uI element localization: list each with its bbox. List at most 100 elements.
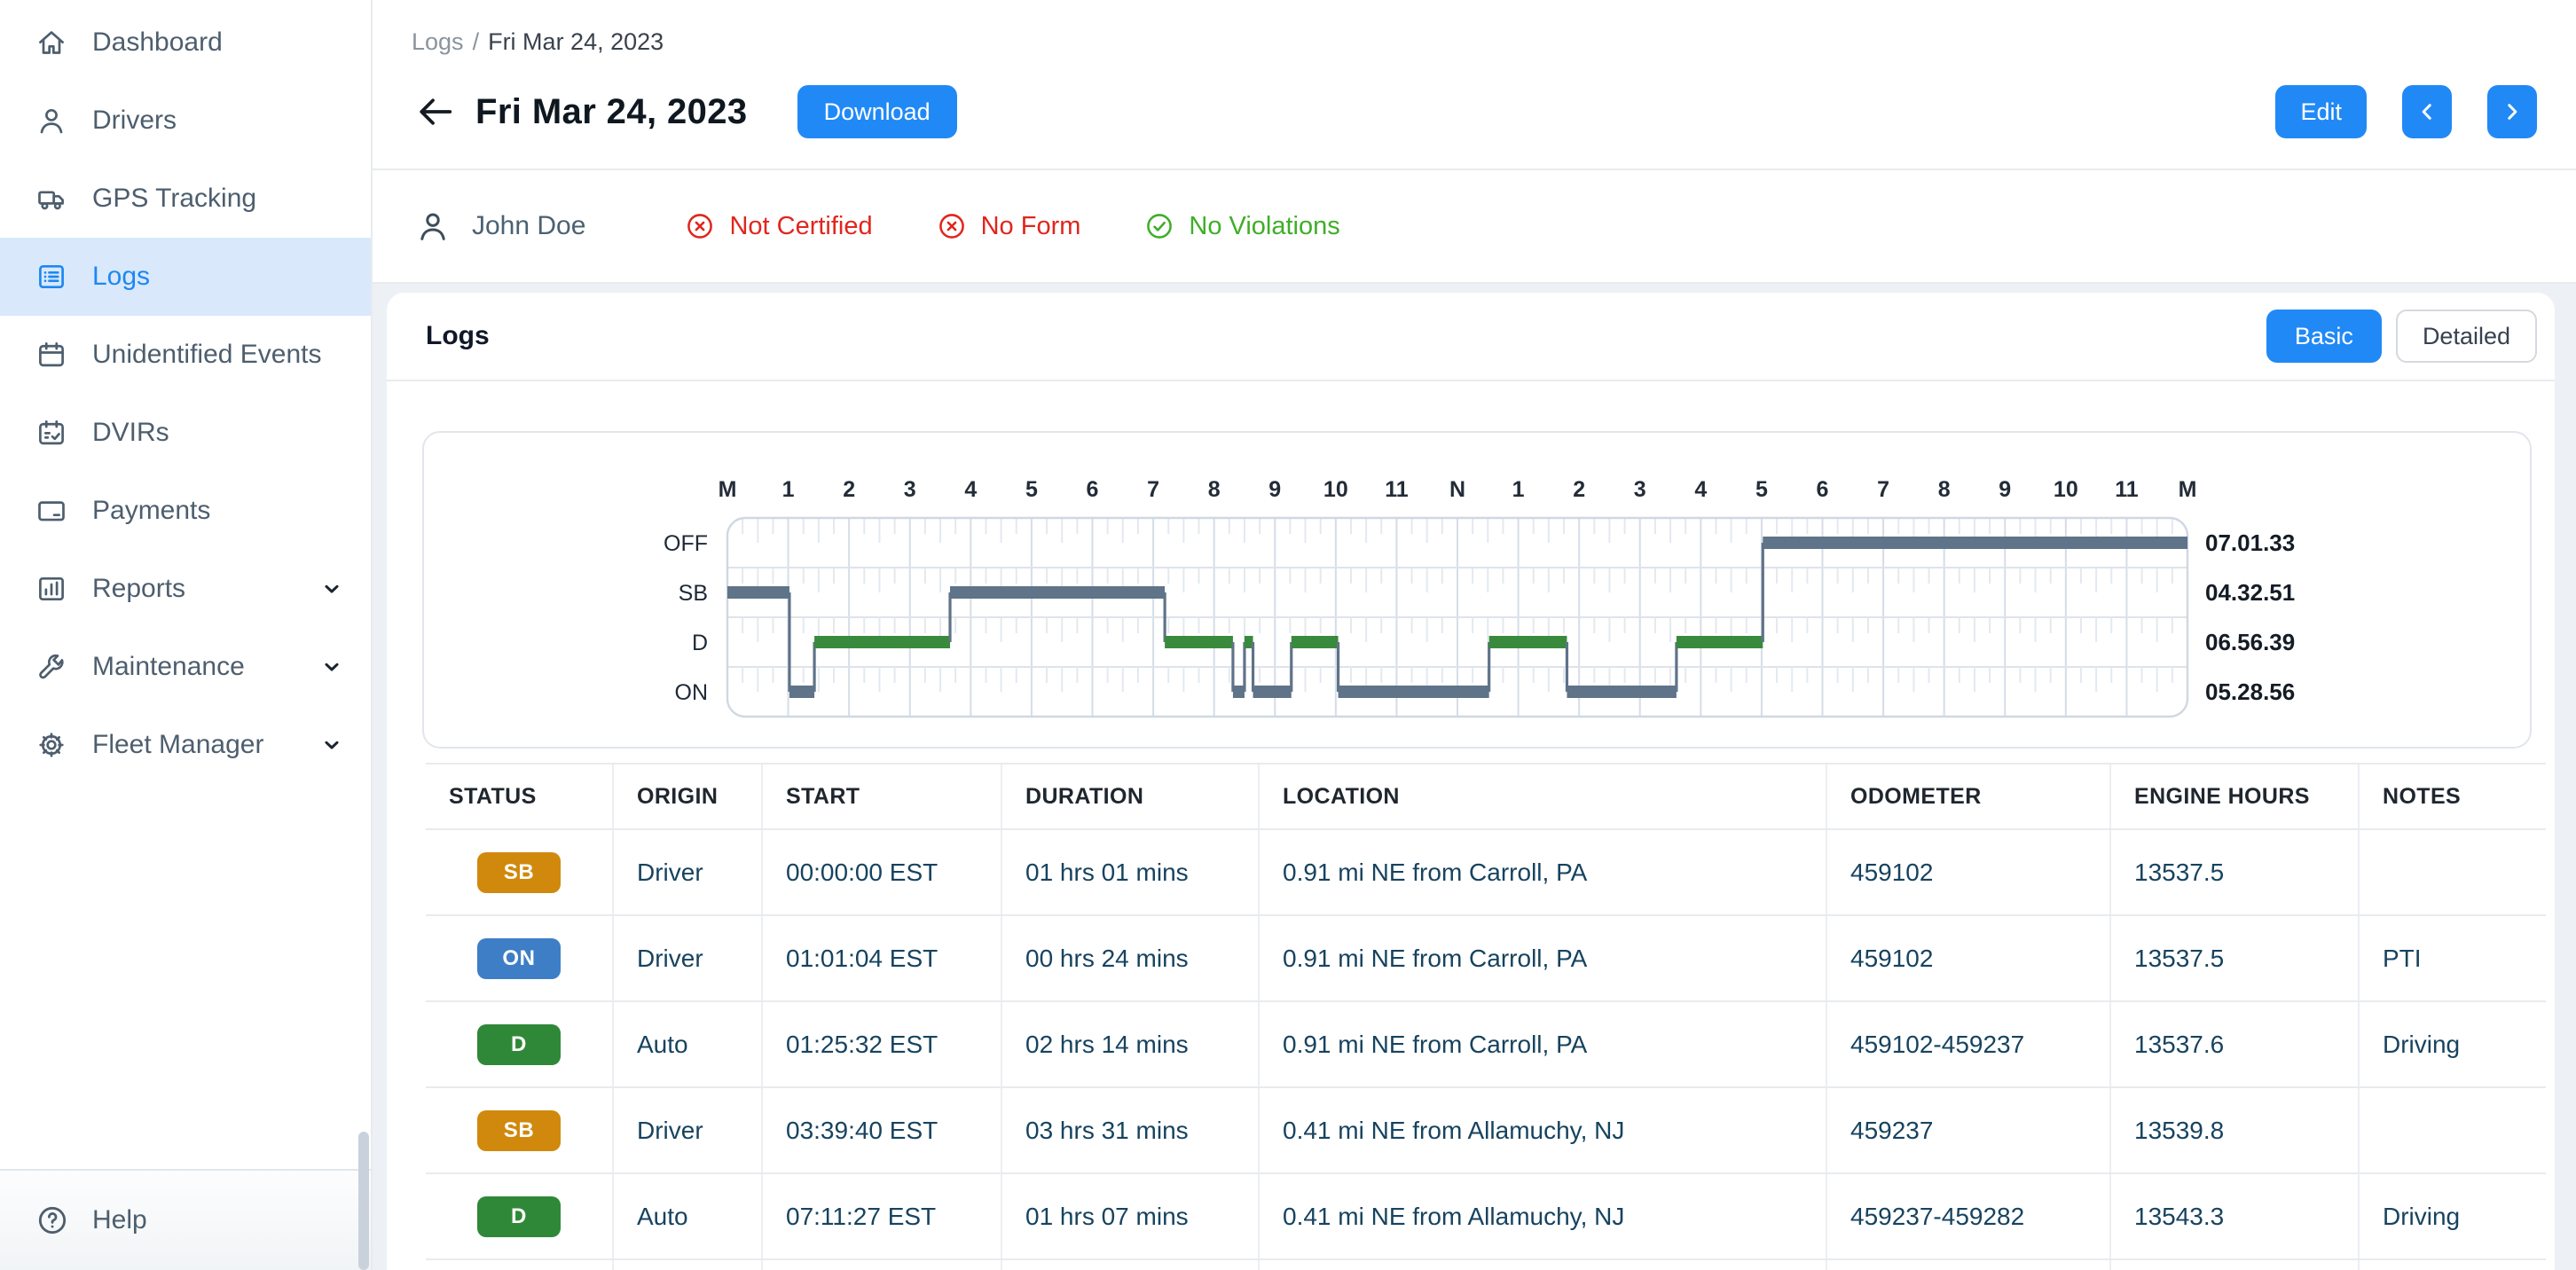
svg-text:1: 1 <box>1512 477 1525 502</box>
title-row: Fri Mar 24, 2023 Download Edit <box>412 82 2537 142</box>
start-cell: 01:25:32 EST <box>763 1002 1002 1086</box>
sidebar-item-unidentified-events[interactable]: Unidentified Events <box>0 316 371 394</box>
notes-cell: Driving <box>2360 1002 2546 1086</box>
status-badge-no-form: No Form <box>937 211 1081 241</box>
download-button[interactable]: Download <box>797 85 957 138</box>
previous-day-button[interactable] <box>2402 85 2452 138</box>
svg-text:04.32.51: 04.32.51 <box>2205 579 2295 606</box>
status-badge-no-violations: No Violations <box>1144 211 1339 241</box>
svg-text:3: 3 <box>904 477 916 502</box>
svg-text:ON: ON <box>675 680 709 705</box>
duration-cell: 01 hrs 07 mins <box>1002 1174 1260 1258</box>
x-circle-icon <box>685 211 715 241</box>
notes-cell <box>2360 1088 2546 1172</box>
breadcrumb-logs-link[interactable]: Logs <box>412 28 464 55</box>
svg-text:1: 1 <box>782 477 795 502</box>
sidebar-item-payments[interactable]: Payments <box>0 472 371 550</box>
engine-hours-cell: 13543.3 <box>2111 1174 2360 1258</box>
duty-status-badge: D <box>477 1196 561 1237</box>
sidebar-item-dashboard[interactable]: Dashboard <box>0 4 371 82</box>
edit-button[interactable]: Edit <box>2275 85 2367 138</box>
chevron-left-icon <box>2415 100 2439 123</box>
sidebar-item-label: Fleet Manager <box>92 730 263 760</box>
credit-card-icon <box>35 495 67 527</box>
svg-text:9: 9 <box>1268 477 1281 502</box>
next-day-button[interactable] <box>2487 85 2537 138</box>
duty-status-chart: M1234567891011N1234567891011MOFFSBDON07.… <box>422 431 2532 749</box>
svg-text:8: 8 <box>1938 477 1951 502</box>
start-cell: 07:11:27 EST <box>763 1174 1002 1258</box>
back-button[interactable] <box>412 90 454 133</box>
sidebar-item-dvirs[interactable]: DVIRs <box>0 394 371 472</box>
svg-text:OFF: OFF <box>664 531 708 556</box>
table-row-partial <box>426 1258 2546 1270</box>
sidebar-item-fleet-manager[interactable]: Fleet Manager <box>0 706 371 784</box>
location-cell: 0.41 mi NE from Allamuchy, NJ <box>1260 1088 1827 1172</box>
person-icon <box>35 105 67 137</box>
column-header-engine-hours: ENGINE HOURS <box>2111 764 2360 828</box>
home-icon <box>35 27 67 59</box>
sidebar-item-label: GPS Tracking <box>92 184 256 214</box>
location-cell: 0.41 mi NE from Allamuchy, NJ <box>1260 1174 1827 1258</box>
sidebar-item-reports[interactable]: Reports <box>0 550 371 628</box>
column-header-origin: ORIGIN <box>614 764 763 828</box>
duty-status-badge: SB <box>477 852 561 893</box>
status-badge-label: No Form <box>981 212 1081 241</box>
sidebar-item-label: DVIRs <box>92 418 169 448</box>
odometer-cell: 459102 <box>1827 916 2111 1000</box>
column-header-odometer: ODOMETER <box>1827 764 2111 828</box>
start-cell: 03:39:40 EST <box>763 1088 1002 1172</box>
svg-text:05.28.56: 05.28.56 <box>2205 678 2295 705</box>
svg-text:5: 5 <box>1025 477 1038 502</box>
sidebar-scrollbar[interactable] <box>358 1132 369 1270</box>
help-icon <box>35 1203 69 1237</box>
start-cell: 01:01:04 EST <box>763 916 1002 1000</box>
page-title: Fri Mar 24, 2023 <box>475 92 748 132</box>
odometer-cell: 459237-459282 <box>1827 1174 2111 1258</box>
calendar-check-icon <box>35 417 67 449</box>
svg-text:8: 8 <box>1208 477 1221 502</box>
svg-text:N: N <box>1449 477 1465 502</box>
location-cell: 0.91 mi NE from Carroll, PA <box>1260 1002 1827 1086</box>
table-row: SB Driver 00:00:00 EST 01 hrs 01 mins 0.… <box>426 828 2546 914</box>
origin-cell: Driver <box>614 1088 763 1172</box>
svg-text:D: D <box>692 631 708 655</box>
table-header-row: STATUS ORIGIN START DURATION LOCATION OD… <box>426 763 2546 828</box>
sidebar-item-help[interactable]: Help <box>0 1169 371 1270</box>
bar-chart-icon <box>35 573 67 605</box>
odometer-cell: 459102 <box>1827 830 2111 914</box>
sidebar-item-label: Unidentified Events <box>92 340 322 370</box>
svg-text:06.56.39: 06.56.39 <box>2205 629 2295 655</box>
logs-card: Logs Basic Detailed M1234567891011N12345… <box>387 293 2555 1270</box>
engine-hours-cell: 13537.5 <box>2111 830 2360 914</box>
sidebar-item-logs[interactable]: Logs <box>0 238 371 316</box>
chevron-right-icon <box>2501 100 2524 123</box>
svg-text:11: 11 <box>2115 477 2139 502</box>
main-content: Logs/Fri Mar 24, 2023 Fri Mar 24, 2023 D… <box>373 0 2576 1270</box>
view-detailed-button[interactable]: Detailed <box>2396 310 2537 363</box>
svg-text:9: 9 <box>1999 477 2011 502</box>
duration-cell: 03 hrs 31 mins <box>1002 1088 1260 1172</box>
list-icon <box>35 261 67 293</box>
check-circle-icon <box>1144 211 1174 241</box>
svg-text:4: 4 <box>964 477 977 502</box>
duty-status-badge: SB <box>477 1110 561 1151</box>
view-basic-button[interactable]: Basic <box>2266 310 2382 363</box>
table-row: SB Driver 03:39:40 EST 03 hrs 31 mins 0.… <box>426 1086 2546 1172</box>
sidebar-item-drivers[interactable]: Drivers <box>0 82 371 160</box>
breadcrumb: Logs/Fri Mar 24, 2023 <box>412 28 664 56</box>
svg-text:7: 7 <box>1147 477 1159 502</box>
duration-cell: 02 hrs 14 mins <box>1002 1002 1260 1086</box>
chevron-down-icon <box>321 656 342 678</box>
sidebar-item-label: Drivers <box>92 106 177 136</box>
origin-cell: Driver <box>614 830 763 914</box>
sidebar-item-maintenance[interactable]: Maintenance <box>0 628 371 706</box>
notes-cell: PTI <box>2360 916 2546 1000</box>
logs-card-title: Logs <box>426 321 490 351</box>
svg-text:11: 11 <box>1385 477 1409 502</box>
driver-avatar-icon <box>415 208 451 244</box>
duration-cell: 01 hrs 01 mins <box>1002 830 1260 914</box>
svg-text:10: 10 <box>1323 477 1348 502</box>
svg-text:4: 4 <box>1694 477 1707 502</box>
sidebar-item-gps-tracking[interactable]: GPS Tracking <box>0 160 371 238</box>
